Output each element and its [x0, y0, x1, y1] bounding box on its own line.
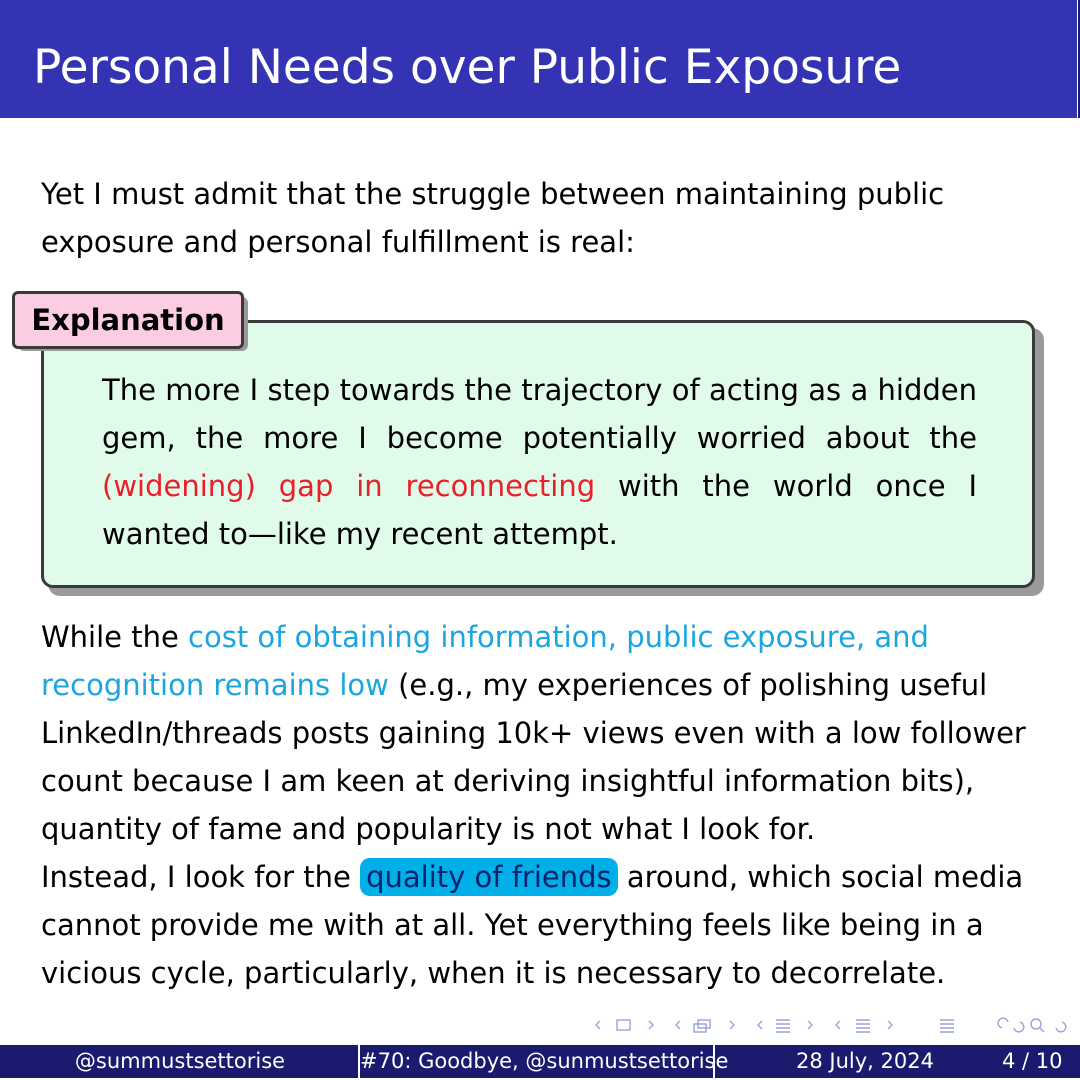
body-line2-suffix: around, which social media cannot provid… [41, 860, 1024, 990]
nav-search-icon[interactable] [997, 1017, 1067, 1033]
nav-doc-icon[interactable] [835, 1019, 954, 1033]
intro-paragraph: Yet I must admit that the struggle betwe… [41, 177, 945, 259]
footer-talk-title: #70: Goodbye, @sunmustsettorise [358, 1045, 728, 1078]
nav-section-icon[interactable] [757, 1019, 813, 1033]
explanation-box [41, 320, 1035, 588]
body-cyan-text: cost of obtaining information, public ex… [41, 620, 929, 702]
footer-date: 28 July, 2024 [796, 1049, 934, 1073]
footer-page-number: 4 / 10 [1002, 1049, 1063, 1073]
explanation-text-end: with the world once I wanted to—like my … [102, 469, 977, 551]
explanation-red-highlight: (widening) gap in reconnecting [102, 469, 596, 503]
explanation-text-start: The more I step towards the trajectory o… [102, 373, 977, 455]
body-prefix: While the [41, 620, 189, 654]
body-line2-prefix: Instead, I look for the [41, 860, 351, 894]
body-paragraph: While the cost of obtaining information,… [41, 613, 1041, 997]
footer-author: @summustsettorise [74, 1049, 286, 1073]
explanation-label-text: Explanation [31, 303, 225, 337]
body-middle: (e.g., my experiences of polishing usefu… [41, 668, 1026, 846]
explanation-text: The more I step towards the trajectory o… [102, 366, 977, 558]
nav-subsection-icon[interactable] [675, 1019, 735, 1033]
nav-frame-icon[interactable] [595, 1019, 654, 1031]
title-bar: Personal Needs over Public Exposure [0, 0, 1080, 118]
navigation-symbols [595, 1017, 1067, 1033]
slide-title: Personal Needs over Public Exposure [33, 40, 902, 95]
footer-bar: @summustsettorise #70: Goodbye, @sunmust… [0, 1045, 1080, 1078]
quality-highlight-box: quality of friends [360, 858, 618, 896]
explanation-label: Explanation [12, 291, 244, 349]
